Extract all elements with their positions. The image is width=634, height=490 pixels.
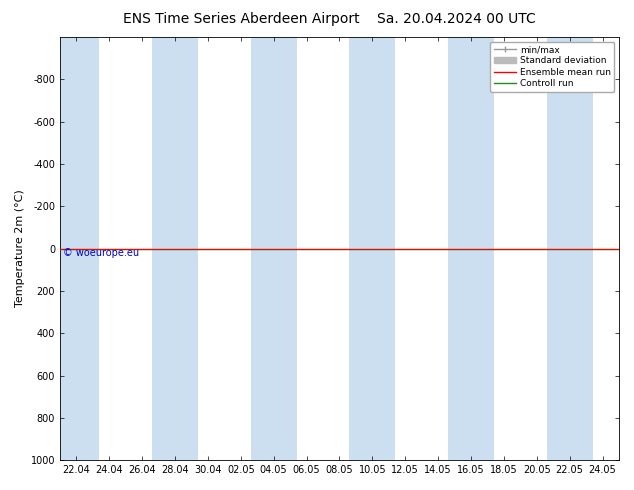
Y-axis label: Temperature 2m (°C): Temperature 2m (°C) <box>15 190 25 307</box>
Text: © woeurope.eu: © woeurope.eu <box>63 248 139 258</box>
Bar <box>547 37 593 460</box>
Bar <box>250 37 297 460</box>
Bar <box>448 37 494 460</box>
Bar <box>53 37 100 460</box>
Bar <box>349 37 396 460</box>
Legend: min/max, Standard deviation, Ensemble mean run, Controll run: min/max, Standard deviation, Ensemble me… <box>490 42 614 92</box>
Text: Sa. 20.04.2024 00 UTC: Sa. 20.04.2024 00 UTC <box>377 12 536 26</box>
Text: ENS Time Series Aberdeen Airport: ENS Time Series Aberdeen Airport <box>122 12 359 26</box>
Bar <box>152 37 198 460</box>
